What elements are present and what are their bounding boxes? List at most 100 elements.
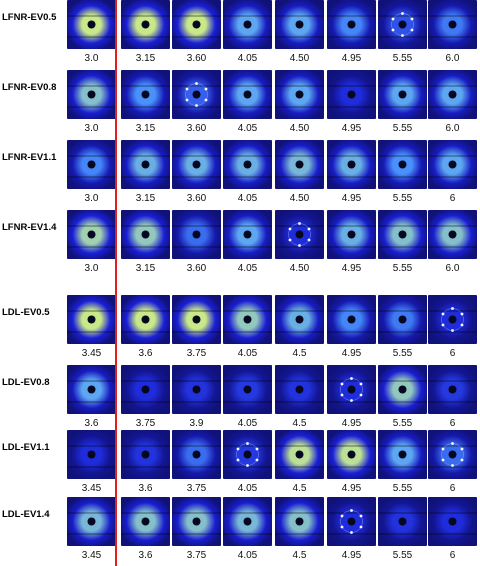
condition-value: 3.60 (186, 263, 207, 274)
condition-value: 3.6 (138, 348, 153, 359)
scattering-pattern-image (121, 210, 170, 259)
scattering-pattern-image (378, 140, 427, 189)
condition-value: 3.75 (135, 418, 156, 429)
condition-value: 3.45 (81, 550, 102, 561)
scattering-pattern-image (275, 430, 324, 479)
scattering-pattern-image (327, 497, 376, 546)
condition-value: 5.55 (392, 348, 413, 359)
condition-value: 4.5 (292, 483, 307, 494)
condition-value: 3.15 (135, 263, 156, 274)
scattering-pattern-image (223, 295, 272, 344)
condition-value: 6 (449, 483, 456, 494)
condition-value: 4.95 (341, 53, 362, 64)
scattering-pattern-image (223, 497, 272, 546)
condition-value: 6.0 (445, 263, 460, 274)
scattering-pattern-image (327, 210, 376, 259)
sample-label: LFNR-EV0.8 (2, 82, 57, 93)
condition-value: 4.95 (341, 550, 362, 561)
scattering-pattern-image (121, 497, 170, 546)
sample-row: LDL-EV1.1 3.45 3.6 3.75 (0, 430, 480, 496)
sample-label: LFNR-EV1.4 (2, 222, 57, 233)
condition-value: 4.5 (292, 348, 307, 359)
scattering-pattern-image (428, 140, 477, 189)
scattering-pattern-image (223, 70, 272, 119)
condition-value: 4.05 (237, 193, 258, 204)
sample-row: LDL-EV1.4 3.45 3.6 3.75 (0, 497, 480, 563)
scattering-pattern-image (172, 0, 221, 49)
condition-value: 3.60 (186, 193, 207, 204)
scattering-pattern-image (327, 0, 376, 49)
condition-value: 3.45 (81, 348, 102, 359)
sample-label: LDL-EV0.8 (2, 377, 50, 388)
condition-value: 3.6 (84, 418, 99, 429)
condition-value: 4.50 (289, 123, 310, 134)
scattering-pattern-image (275, 210, 324, 259)
condition-value: 3.6 (138, 550, 153, 561)
condition-value: 6.0 (445, 53, 460, 64)
condition-value: 3.0 (84, 263, 99, 274)
condition-value: 6 (449, 418, 456, 429)
condition-value: 3.0 (84, 53, 99, 64)
scattering-pattern-image (327, 140, 376, 189)
scattering-pattern-image (67, 140, 116, 189)
condition-value: 3.0 (84, 123, 99, 134)
scattering-pattern-image (172, 430, 221, 479)
condition-value: 3.75 (186, 550, 207, 561)
scattering-pattern-image (275, 140, 324, 189)
scattering-pattern-image (428, 365, 477, 414)
scattering-pattern-image (275, 0, 324, 49)
condition-value: 6 (449, 550, 456, 561)
condition-value: 5.55 (392, 550, 413, 561)
condition-value: 6 (449, 193, 456, 204)
condition-value: 3.75 (186, 483, 207, 494)
scattering-pattern-image (121, 365, 170, 414)
scattering-pattern-image (67, 70, 116, 119)
condition-value: 4.5 (292, 418, 307, 429)
scattering-pattern-image (172, 365, 221, 414)
scattering-pattern-image (121, 70, 170, 119)
condition-value: 4.5 (292, 550, 307, 561)
scattering-pattern-image (172, 497, 221, 546)
sample-row: LDL-EV0.8 3.6 3.75 3.9 (0, 365, 480, 431)
sample-label: LFNR-EV1.1 (2, 152, 57, 163)
scattering-pattern-image (67, 430, 116, 479)
condition-value: 4.95 (341, 483, 362, 494)
scattering-pattern-image (275, 70, 324, 119)
scattering-pattern-image (378, 210, 427, 259)
condition-value: 3.60 (186, 123, 207, 134)
sample-row: LFNR-EV1.1 3.0 3.15 3.60 (0, 140, 480, 206)
condition-value: 4.05 (237, 348, 258, 359)
scattering-pattern-image (223, 365, 272, 414)
condition-value: 3.9 (189, 418, 204, 429)
sample-row: LFNR-EV1.4 3.0 3.15 3.60 (0, 210, 480, 276)
condition-value: 6.0 (445, 123, 460, 134)
condition-value: 4.95 (341, 193, 362, 204)
condition-value: 4.05 (237, 483, 258, 494)
condition-value: 3.15 (135, 193, 156, 204)
scattering-pattern-image (378, 430, 427, 479)
scattering-pattern-image (223, 210, 272, 259)
condition-value: 5.55 (392, 193, 413, 204)
scattering-pattern-image (223, 140, 272, 189)
condition-value: 5.55 (392, 418, 413, 429)
sample-row: LFNR-EV0.8 3.0 3.15 3.60 (0, 70, 480, 136)
scattering-pattern-image (327, 365, 376, 414)
condition-value: 6 (449, 348, 456, 359)
condition-value: 4.05 (237, 123, 258, 134)
condition-value: 5.55 (392, 263, 413, 274)
condition-value: 5.55 (392, 53, 413, 64)
scattering-pattern-image (378, 295, 427, 344)
scattering-pattern-image (428, 70, 477, 119)
sample-label: LFNR-EV0.5 (2, 12, 57, 23)
scattering-pattern-image (378, 365, 427, 414)
scattering-pattern-image (67, 497, 116, 546)
sample-row: LFNR-EV0.5 3.0 3.15 3.60 (0, 0, 480, 66)
condition-value: 3.15 (135, 123, 156, 134)
condition-value: 4.95 (341, 418, 362, 429)
scattering-pattern-image (428, 0, 477, 49)
scattering-pattern-image (378, 70, 427, 119)
scattering-pattern-image (275, 497, 324, 546)
scattering-pattern-image (428, 295, 477, 344)
scattering-pattern-image (121, 430, 170, 479)
condition-value: 3.60 (186, 53, 207, 64)
